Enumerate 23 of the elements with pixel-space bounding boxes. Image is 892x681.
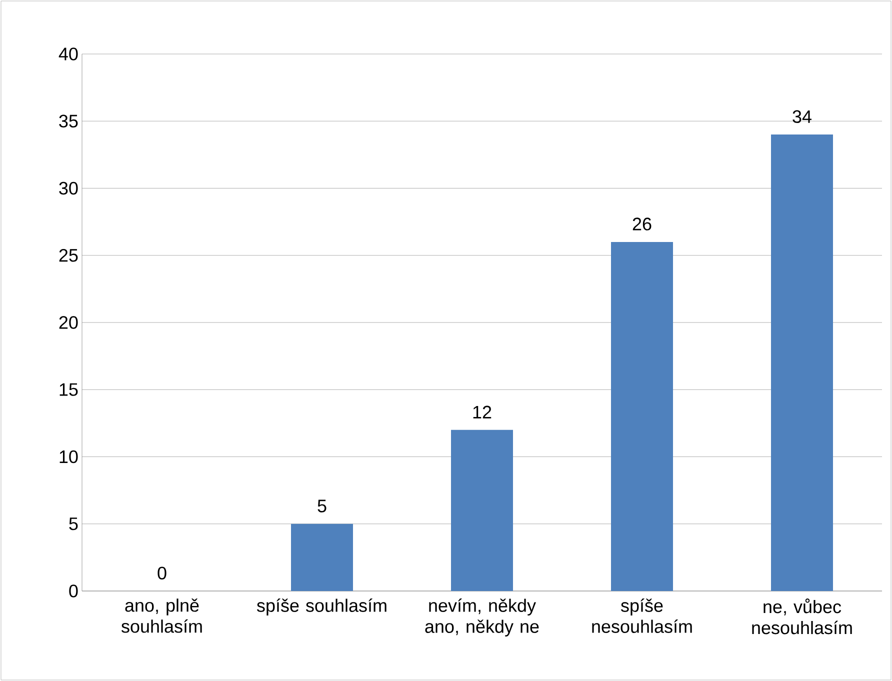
x-tick-label: spíše souhlasím <box>256 598 386 616</box>
data-label: 26 <box>632 218 652 230</box>
y-tick-label: 30 <box>59 182 78 195</box>
bar <box>771 134 834 591</box>
x-tick-label: ano, plně souhlasím <box>121 598 202 633</box>
y-tick-label: 40 <box>58 48 78 60</box>
data-label: 12 <box>473 406 492 418</box>
x-tick-label: spíše nesouhlasím <box>592 598 692 633</box>
bar <box>611 242 674 591</box>
y-tick-label: 20 <box>59 316 78 329</box>
x-tick-label: nevím, někdy ano, někdy ne <box>425 598 539 637</box>
y-tick-label: 5 <box>69 518 78 530</box>
data-label: 34 <box>792 110 812 124</box>
data-label: 0 <box>158 566 166 580</box>
y-tick-label: 25 <box>59 248 78 262</box>
bar <box>451 430 513 591</box>
y-tick-label: 35 <box>59 114 78 128</box>
y-tick-label: 15 <box>60 383 78 396</box>
data-label: 5 <box>318 500 326 512</box>
y-tick-label: 0 <box>69 584 78 598</box>
bar <box>291 524 353 591</box>
y-tick-label: 10 <box>60 450 78 464</box>
x-tick-label: ne, vůbec nesouhlasím <box>752 598 852 634</box>
